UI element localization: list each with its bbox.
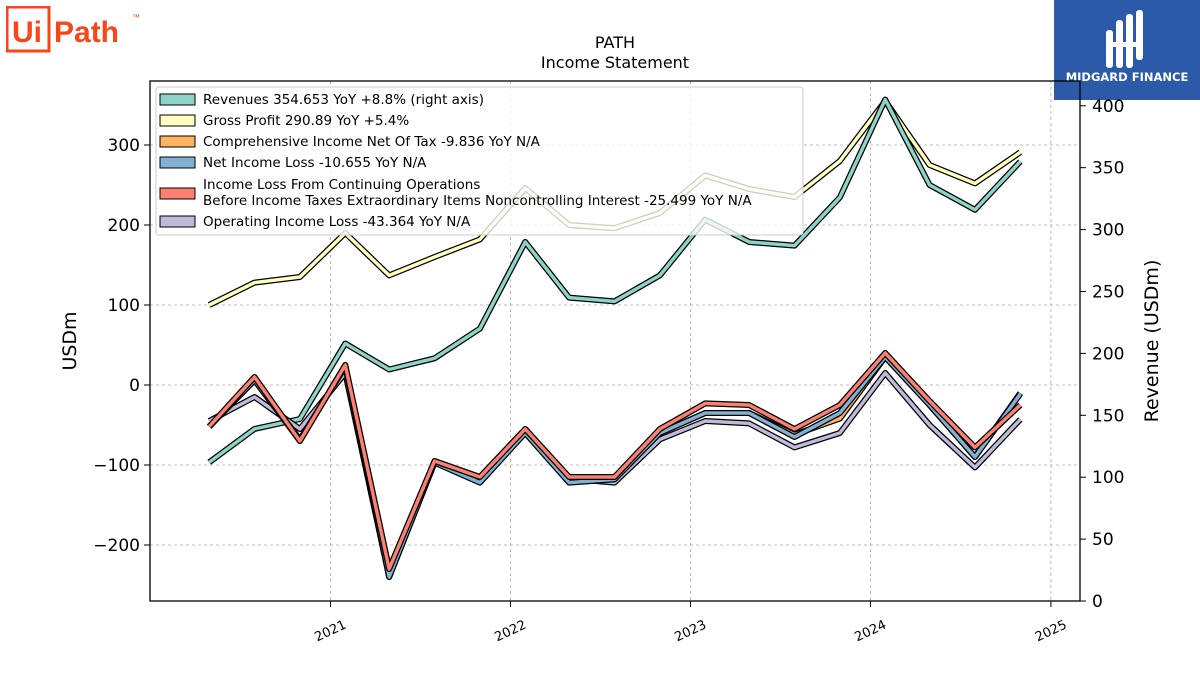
series-revenues [207,96,1023,465]
legend-swatch-revenues [159,93,196,106]
logo-tm-text: ™ [132,13,140,22]
y-tick-label-right: 100 [1092,468,1124,488]
y-tick-label-left: 300 [108,136,140,156]
y-tick-label-right: 400 [1092,97,1124,117]
legend-label-pretax-income-line2: Before Income Taxes Extraordinary Items … [203,193,752,209]
chart-title: PATH [595,33,635,52]
legend-item-pretax-income: Income Loss From Continuing Operations B… [159,177,752,209]
y-tick-label-right: 250 [1092,282,1124,302]
y-tick-label-left: −100 [93,456,140,476]
x-tick-label: 2023 [672,618,708,646]
legend-swatch-gross-profit [159,114,196,127]
x-tick-label: 2025 [1033,618,1069,646]
legend-swatch-net-income [159,156,196,169]
legend-item-gross-profit: Gross Profit 290.89 YoY +5.4% [159,113,409,129]
y-tick-label-left: −200 [93,536,140,556]
y-tick-label-right: 300 [1092,221,1124,241]
series-income-loss-from-continuing-operations-before-income-taxes-extraordinary-items-noncontrolling-interest [206,350,1023,572]
logo-ui-text: Ui [12,16,42,49]
y-tick-label-left: 100 [108,296,140,316]
legend-swatch-pretax-income [159,187,196,200]
y-axis-label-left: USDm [59,311,81,370]
legend-label-revenues: Revenues 354.653 YoY +8.8% (right axis) [203,92,484,108]
x-tick-label: 2024 [852,618,888,646]
legend-label-net-income: Net Income Loss -10.655 YoY N/A [203,155,427,171]
legend-swatch-comprehensive-income [159,135,196,148]
x-tick-label: 2021 [313,618,349,646]
right-axis: 400 350 300 250 200 150 100 50 0 [1080,97,1124,612]
legend: Revenues 354.653 YoY +8.8% (right axis) … [155,86,804,236]
y-tick-label-left: 200 [108,216,140,236]
left-axis: 300 200 100 0 −100 −200 [93,136,150,556]
x-tick-label: 2022 [493,618,529,646]
legend-label-gross-profit: Gross Profit 290.89 YoY +5.4% [203,113,409,129]
legend-item-revenues: Revenues 354.653 YoY +8.8% (right axis) [159,92,484,108]
y-tick-label-right: 350 [1092,159,1124,179]
legend-label-comprehensive-income: Comprehensive Income Net Of Tax -9.836 Y… [203,134,541,150]
legend-item-operating-income: Operating Income Loss -43.364 YoY N/A [159,214,471,230]
y-axis-label-right: Revenue (USDm) [1141,260,1163,423]
plot-frame [149,80,1081,602]
chart-subtitle: Income Statement [541,53,689,72]
legend-item-net-income: Net Income Loss -10.655 YoY N/A [159,155,427,171]
legend-item-comprehensive-income: Comprehensive Income Net Of Tax -9.836 Y… [159,134,541,150]
y-tick-label-left: 0 [129,376,140,396]
logo-path-text: Path [54,16,119,49]
legend-label-pretax-income-line1: Income Loss From Continuing Operations [203,177,480,193]
legend-box [155,86,804,236]
legend-label-operating-income: Operating Income Loss -43.364 YoY N/A [203,214,471,230]
series-line-revenues [208,97,1022,464]
uipath-logo: Ui Path ™ [6,6,140,53]
midgard-finance-logo: MIDGARD FINANCE [1054,0,1200,100]
midgard-emblem-icon [1106,10,1143,68]
series-line-income-loss-from-continuing-operations-before-income-taxes-extraordinary-items-noncontrolling-interest [207,351,1022,571]
logo-midgard-text: MIDGARD FINANCE [1066,70,1189,84]
legend-swatch-operating-income [159,215,196,228]
y-tick-label-right: 150 [1092,406,1124,426]
y-tick-label-right: 50 [1092,530,1114,550]
y-tick-label-right: 200 [1092,344,1124,364]
y-tick-label-right: 0 [1092,592,1103,612]
x-axis: 2021 2022 2023 2024 2025 [313,601,1069,646]
